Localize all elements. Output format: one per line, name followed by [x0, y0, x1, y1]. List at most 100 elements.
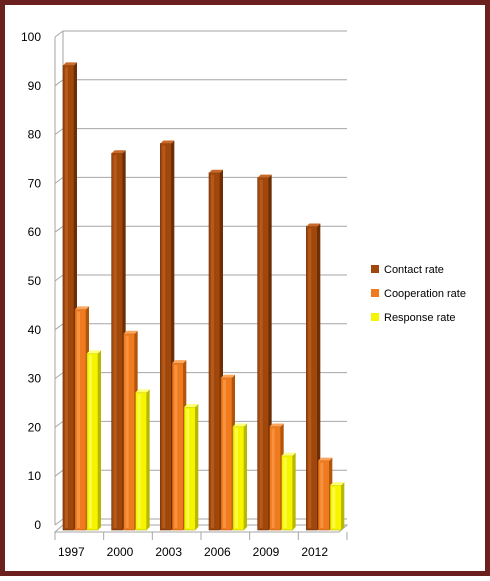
bar-front: [269, 426, 281, 531]
bar-top: [135, 389, 150, 393]
bar-front: [232, 426, 245, 531]
bar-highlight: [186, 409, 190, 528]
bar-highlight: [283, 457, 287, 528]
bar-top: [63, 62, 77, 66]
bar-top: [269, 423, 284, 427]
gridline-side: [54, 323, 64, 331]
x-tick-label: 2012: [301, 545, 328, 559]
bar-side: [317, 223, 321, 530]
bar-front: [257, 177, 269, 531]
bar-front: [86, 353, 99, 531]
bar-response-rate: [86, 350, 101, 531]
bar-highlight: [235, 428, 238, 528]
bar-side: [98, 350, 101, 530]
y-tick-label: 100: [21, 30, 41, 44]
bar-response-rate: [232, 423, 247, 531]
legend-label: Cooperation rate: [384, 288, 466, 300]
bar-front: [111, 152, 123, 531]
bar-contact-rate: [306, 223, 321, 531]
bar-front: [208, 172, 221, 531]
bar-side: [195, 404, 199, 530]
bar-highlight: [271, 428, 275, 528]
bar-highlight: [259, 179, 263, 528]
bar-front: [74, 309, 87, 531]
y-tick-label: 20: [28, 420, 42, 434]
gridline-side: [54, 128, 64, 136]
bar-front: [160, 143, 172, 531]
grid-layer: [54, 30, 347, 526]
gridline-side: [54, 420, 64, 428]
bar-top: [281, 452, 296, 456]
bar-front: [306, 226, 318, 531]
bar-front: [123, 333, 135, 531]
y-tick-label: 80: [28, 128, 42, 142]
bar-highlight: [211, 174, 214, 528]
bar-response-rate: [281, 452, 296, 531]
y-tick-label: 70: [28, 176, 42, 190]
gridline-side: [54, 176, 64, 184]
gridline-side: [54, 274, 64, 282]
bars-layer: [62, 62, 345, 531]
bar-top: [75, 306, 89, 310]
bar-front: [318, 460, 330, 531]
bar-highlight: [125, 335, 129, 528]
bar-highlight: [320, 462, 324, 528]
bar-top: [123, 330, 138, 334]
bar-top: [111, 150, 126, 154]
bar-top: [184, 404, 199, 407]
bar-chart: 0 10 20 30 40 50 60 70 80 90 100 1997 2000 2003 2006 20…: [21, 30, 466, 559]
bar-response-rate: [330, 482, 345, 531]
legend: Contact rate Cooperation rate Response rat…: [371, 264, 466, 324]
gridline-side: [54, 469, 64, 477]
y-tick-label: 90: [28, 79, 42, 93]
bar-side: [146, 389, 150, 530]
gridline-side: [54, 372, 64, 380]
bar-top: [172, 360, 187, 364]
bar-top: [306, 223, 321, 227]
bar-front: [220, 377, 233, 531]
bar-top: [221, 374, 235, 378]
x-tick-label: 2009: [253, 545, 280, 559]
x-tick-label: 2003: [155, 545, 182, 559]
bar-front: [62, 65, 75, 531]
bar-top: [160, 140, 175, 144]
bar-top: [209, 169, 223, 173]
gridline-side: [54, 225, 64, 233]
y-tick-label: 40: [28, 323, 42, 337]
y-tick-label: 30: [28, 372, 42, 386]
legend-swatch: [371, 289, 379, 297]
legend-item: Contact rate: [371, 264, 444, 276]
bar-response-rate: [135, 389, 150, 531]
gridline-side: [54, 30, 64, 38]
legend-label: Response rate: [384, 312, 456, 324]
bar-front: [135, 392, 147, 531]
bar-side: [341, 482, 345, 530]
y-tick-label: 60: [28, 225, 42, 239]
bar-front: [184, 406, 196, 531]
y-tick-label: 0: [34, 518, 41, 532]
bar-highlight: [89, 355, 92, 528]
bar-highlight: [113, 155, 117, 529]
bar-top: [233, 423, 247, 427]
bar-front: [281, 455, 293, 531]
bar-highlight: [65, 67, 68, 529]
legend-item: Cooperation rate: [371, 288, 466, 300]
bar-highlight: [162, 145, 166, 529]
y-tick-label: 50: [28, 274, 42, 288]
legend-swatch: [371, 313, 379, 321]
gridline-side: [54, 518, 64, 526]
bar-side: [292, 452, 296, 530]
bar-highlight: [174, 365, 178, 528]
legend-swatch: [371, 265, 379, 273]
bar-front: [330, 484, 342, 531]
x-tick-label: 2000: [107, 545, 134, 559]
x-tick-label: 1997: [58, 545, 85, 559]
bar-top: [318, 457, 333, 461]
legend-label: Contact rate: [384, 264, 444, 276]
y-tick-label: 10: [28, 469, 42, 483]
bar-highlight: [137, 394, 141, 528]
bar-highlight: [308, 228, 312, 528]
bar-front: [172, 362, 184, 531]
bar-highlight: [332, 487, 336, 528]
